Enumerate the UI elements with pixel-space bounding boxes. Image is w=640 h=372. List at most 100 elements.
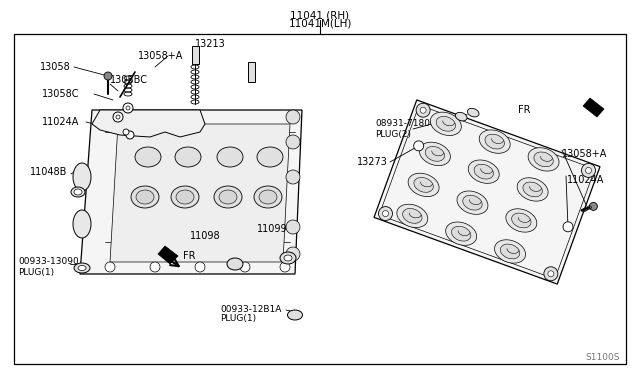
Ellipse shape: [74, 263, 90, 273]
Ellipse shape: [71, 187, 85, 197]
Text: 11041 (RH): 11041 (RH): [291, 10, 349, 20]
Ellipse shape: [451, 226, 471, 241]
Ellipse shape: [445, 222, 477, 246]
Ellipse shape: [280, 252, 296, 264]
Text: 11024A: 11024A: [567, 175, 604, 185]
Ellipse shape: [523, 182, 542, 197]
Ellipse shape: [259, 190, 277, 204]
Ellipse shape: [254, 186, 282, 208]
Ellipse shape: [436, 116, 456, 131]
Circle shape: [286, 220, 300, 234]
Ellipse shape: [468, 160, 499, 183]
Ellipse shape: [131, 186, 159, 208]
Bar: [192, 46, 199, 64]
Ellipse shape: [506, 209, 537, 232]
Text: 13058+A: 13058+A: [562, 149, 607, 159]
Ellipse shape: [257, 147, 283, 167]
Circle shape: [286, 247, 300, 261]
Ellipse shape: [176, 190, 194, 204]
Ellipse shape: [73, 210, 91, 238]
Text: S1100S: S1100S: [586, 353, 620, 362]
Circle shape: [286, 110, 300, 124]
Ellipse shape: [403, 208, 422, 223]
Text: 1305BC: 1305BC: [110, 75, 148, 85]
Bar: [248, 62, 255, 82]
Circle shape: [416, 103, 430, 117]
Circle shape: [420, 107, 426, 113]
Ellipse shape: [135, 147, 161, 167]
Text: 11098: 11098: [190, 231, 221, 241]
Text: FR: FR: [518, 105, 531, 115]
Ellipse shape: [397, 204, 428, 228]
Ellipse shape: [517, 178, 548, 201]
Circle shape: [104, 72, 112, 80]
Text: 13058: 13058: [40, 62, 71, 72]
Circle shape: [123, 103, 133, 113]
Text: 13058+A: 13058+A: [138, 51, 184, 61]
Text: PLUG(2): PLUG(2): [375, 129, 411, 138]
Ellipse shape: [284, 255, 292, 261]
Text: FR: FR: [183, 251, 195, 261]
Ellipse shape: [217, 147, 243, 167]
Polygon shape: [110, 124, 290, 262]
Circle shape: [383, 211, 388, 217]
Ellipse shape: [511, 213, 531, 228]
Circle shape: [105, 262, 115, 272]
Ellipse shape: [214, 186, 242, 208]
Circle shape: [563, 222, 573, 232]
Circle shape: [126, 106, 130, 110]
Text: 13058C: 13058C: [42, 89, 79, 99]
Ellipse shape: [414, 177, 433, 192]
Ellipse shape: [227, 258, 243, 270]
Text: PLUG(1): PLUG(1): [220, 314, 256, 324]
Circle shape: [280, 262, 290, 272]
Circle shape: [286, 170, 300, 184]
Text: 11048B: 11048B: [30, 167, 67, 177]
Circle shape: [589, 202, 597, 211]
Circle shape: [286, 135, 300, 149]
Circle shape: [378, 206, 392, 221]
Circle shape: [195, 262, 205, 272]
Ellipse shape: [495, 240, 525, 263]
Circle shape: [126, 131, 134, 139]
Ellipse shape: [463, 195, 482, 210]
Text: 11099: 11099: [257, 224, 287, 234]
Circle shape: [116, 115, 120, 119]
Circle shape: [586, 167, 591, 173]
Ellipse shape: [175, 147, 201, 167]
Ellipse shape: [219, 190, 237, 204]
Ellipse shape: [485, 134, 504, 149]
Polygon shape: [583, 98, 604, 117]
Polygon shape: [92, 110, 205, 137]
Ellipse shape: [419, 142, 451, 166]
Text: 08931-71800: 08931-71800: [375, 119, 436, 128]
Ellipse shape: [500, 244, 520, 259]
Ellipse shape: [78, 266, 86, 270]
Text: 11041M(LH): 11041M(LH): [288, 18, 352, 28]
Ellipse shape: [287, 310, 303, 320]
Ellipse shape: [467, 108, 479, 117]
Circle shape: [544, 267, 558, 281]
Ellipse shape: [408, 173, 439, 196]
Ellipse shape: [430, 112, 461, 135]
Circle shape: [240, 262, 250, 272]
Ellipse shape: [425, 147, 445, 161]
Circle shape: [123, 129, 129, 135]
Ellipse shape: [136, 190, 154, 204]
Text: 13213: 13213: [195, 39, 226, 49]
Text: 11024A: 11024A: [42, 117, 79, 127]
Polygon shape: [158, 246, 178, 264]
Ellipse shape: [74, 189, 82, 195]
Ellipse shape: [171, 186, 199, 208]
Polygon shape: [374, 100, 600, 284]
Text: 00933-12B1A: 00933-12B1A: [220, 305, 282, 314]
Ellipse shape: [474, 164, 493, 179]
Ellipse shape: [456, 112, 467, 121]
Circle shape: [150, 262, 160, 272]
Text: 00933-13090: 00933-13090: [18, 257, 79, 266]
Ellipse shape: [528, 148, 559, 171]
Ellipse shape: [457, 191, 488, 214]
Ellipse shape: [73, 163, 91, 191]
Ellipse shape: [479, 130, 510, 153]
Ellipse shape: [534, 152, 553, 167]
